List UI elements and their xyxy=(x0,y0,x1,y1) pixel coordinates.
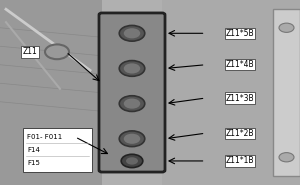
Text: Z11*3B: Z11*3B xyxy=(226,94,254,102)
FancyBboxPatch shape xyxy=(162,0,300,185)
FancyBboxPatch shape xyxy=(0,0,102,185)
Ellipse shape xyxy=(124,28,140,38)
FancyBboxPatch shape xyxy=(99,13,165,172)
Text: F14: F14 xyxy=(27,147,40,153)
Circle shape xyxy=(279,23,294,32)
Ellipse shape xyxy=(119,131,145,147)
Ellipse shape xyxy=(124,134,140,144)
Circle shape xyxy=(126,157,138,165)
FancyBboxPatch shape xyxy=(22,128,92,172)
Text: F15: F15 xyxy=(27,160,40,166)
Circle shape xyxy=(45,44,69,59)
Ellipse shape xyxy=(119,96,145,111)
Text: Z11*2B: Z11*2B xyxy=(226,129,254,138)
Circle shape xyxy=(279,153,294,162)
Ellipse shape xyxy=(119,61,145,76)
Ellipse shape xyxy=(124,98,140,109)
Text: F01- F011: F01- F011 xyxy=(27,134,62,140)
Ellipse shape xyxy=(124,63,140,74)
Text: Z11: Z11 xyxy=(22,47,38,56)
Text: Z11*4B: Z11*4B xyxy=(226,60,254,69)
Ellipse shape xyxy=(119,26,145,41)
FancyBboxPatch shape xyxy=(273,9,300,176)
Text: Z11*1B: Z11*1B xyxy=(226,157,254,165)
Circle shape xyxy=(121,154,143,168)
Text: Z11*5B: Z11*5B xyxy=(226,29,254,38)
